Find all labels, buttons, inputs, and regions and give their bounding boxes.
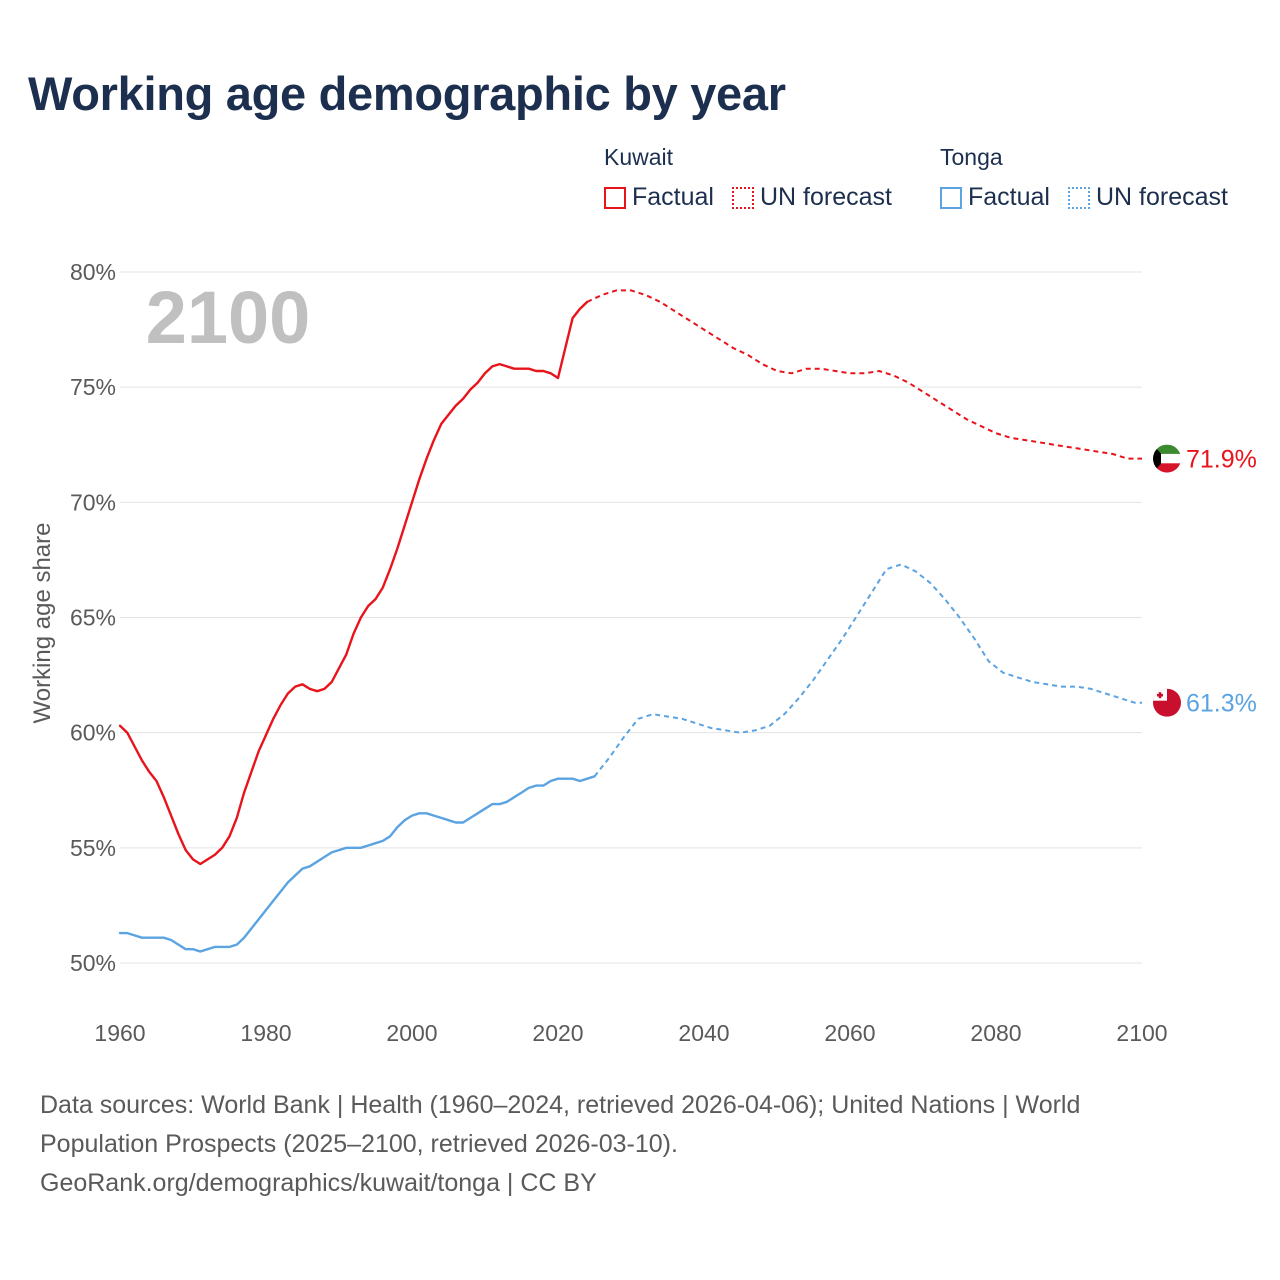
x-tick-label: 2040: [678, 1020, 729, 1046]
legend-tonga-name: Tonga: [940, 144, 1003, 170]
legend-kuwait-factual-swatch: [604, 186, 626, 209]
y-tick-label: 70%: [70, 489, 116, 515]
chart-title: Working age demographic by year: [28, 67, 786, 120]
legend-tonga-factual-swatch: [940, 186, 962, 209]
legend-kuwait-forecast-label: UN forecast: [759, 183, 892, 211]
tonga-flag: [1153, 688, 1181, 717]
x-axis: 1960 1980 2000 2020 2040 2060 2080 2100: [94, 1020, 1167, 1046]
kuwait-end-label: 71.9%: [1186, 446, 1257, 474]
y-tick-label: 75%: [70, 374, 116, 400]
legend-kuwait-factual-label: Factual: [632, 183, 714, 211]
kuwait-factual-line[interactable]: [118, 300, 589, 866]
legend-tonga-factual-label: Factual: [968, 183, 1050, 211]
legend-tonga-forecast-swatch: [1067, 186, 1090, 209]
y-tick-label: 80%: [70, 259, 116, 285]
footer-line-3: GeoRank.org/demographics/kuwait/tonga | …: [40, 1169, 597, 1197]
footer-line-1: Data sources: World Bank | Health (1960–…: [40, 1091, 1081, 1119]
series-lines: [118, 289, 1143, 953]
y-tick-label: 65%: [70, 605, 116, 631]
legend-kuwait-factual[interactable]: Factual: [604, 183, 714, 212]
x-tick-label: 1960: [94, 1020, 145, 1046]
x-tick-label: 2020: [532, 1020, 583, 1046]
x-tick-label: 1980: [240, 1020, 291, 1046]
legend-kuwait: Kuwait Factual UN forecast: [604, 144, 892, 212]
x-tick-label: 2080: [970, 1020, 1021, 1046]
x-tick-label: 2100: [1116, 1020, 1167, 1046]
y-axis: 50% 55% 60% 65% 70% 75% 80%: [70, 259, 116, 976]
x-tick-label: 2060: [824, 1020, 875, 1046]
x-tick-label: 2000: [386, 1020, 437, 1046]
grid-lines: [120, 271, 1142, 964]
legend-kuwait-forecast-swatch: [731, 186, 754, 209]
y-tick-label: 60%: [70, 720, 116, 746]
legend-kuwait-forecast[interactable]: UN forecast: [731, 183, 892, 212]
legend-tonga-factual[interactable]: Factual: [940, 183, 1050, 212]
footer-line-2: Population Prospects (2025–2100, retriev…: [40, 1130, 678, 1158]
kuwait-forecast-line[interactable]: [586, 289, 1142, 460]
legend-kuwait-name: Kuwait: [604, 144, 674, 170]
legend-tonga-forecast-label: UN forecast: [1095, 183, 1228, 211]
tonga-forecast-line[interactable]: [593, 563, 1143, 778]
y-tick-label: 55%: [70, 835, 116, 861]
year-overlay: 2100: [146, 276, 311, 359]
legend-tonga: Tonga Factual UN forecast: [940, 144, 1228, 212]
tonga-factual-line[interactable]: [118, 775, 596, 953]
y-tick-label: 50%: [70, 950, 116, 976]
y-axis-label: Working age share: [29, 523, 56, 724]
legend-tonga-forecast[interactable]: UN forecast: [1067, 183, 1228, 212]
footer-sources: Data sources: World Bank | Health (1960–…: [40, 1086, 1240, 1203]
tonga-end-label: 61.3%: [1186, 690, 1257, 718]
end-markers: 71.9% 61.3%: [1153, 444, 1257, 718]
kuwait-flag: [1153, 444, 1181, 473]
